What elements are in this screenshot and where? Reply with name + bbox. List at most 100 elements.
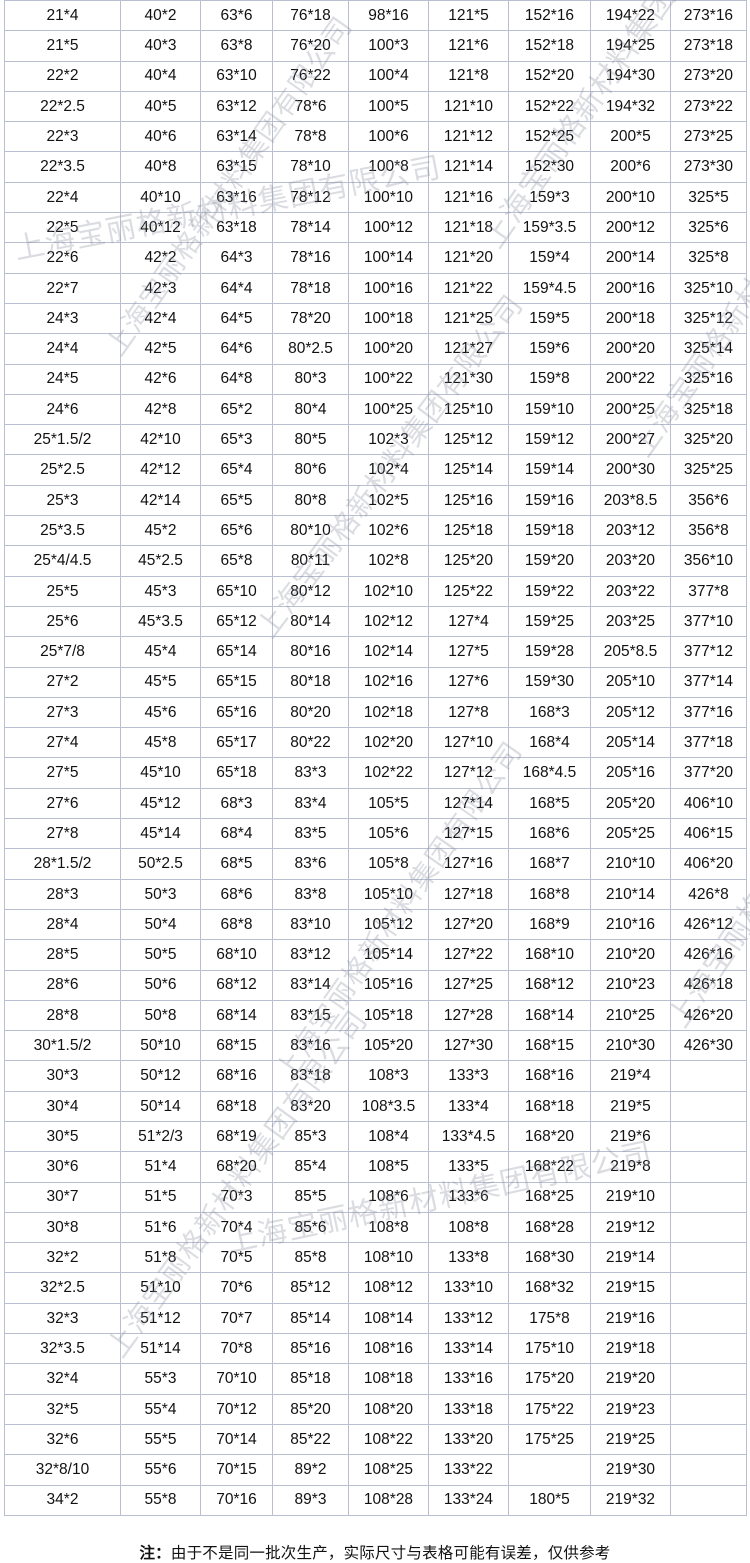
table-cell: 200*20 (590, 333, 671, 365)
table-cell: 133*10 (428, 1272, 509, 1304)
table-cell: 219*30 (590, 1454, 671, 1486)
table-cell: 121*22 (428, 272, 509, 304)
table-row: 27*2 45*5 65*15 80*18 102*16 127*6 159*30 205*1… (4, 666, 747, 698)
table-row: 30*1.5/2 50*10 68*15 83*16 105*20 127*30 168*1… (4, 1030, 747, 1062)
table-cell: 219*23 (590, 1393, 671, 1425)
table-cell: 377*14 (670, 666, 747, 698)
table-cell: 45*10 (120, 757, 201, 789)
table-cell: 108*3.5 (348, 1090, 429, 1122)
table-cell: 108*25 (348, 1454, 429, 1486)
table-cell: 406*10 (670, 787, 747, 820)
table-cell: 219*16 (590, 1302, 671, 1335)
table-cell: 102*6 (348, 515, 429, 547)
table-cell: 70*5 (200, 1242, 273, 1274)
table-cell: 42*8 (120, 393, 201, 426)
table-cell: 127*22 (428, 939, 509, 971)
table-cell: 102*18 (348, 696, 429, 729)
table-cell: 25*5 (4, 575, 121, 607)
table-cell: 133*8 (428, 1242, 509, 1274)
table-cell: 127*8 (428, 696, 509, 729)
table-cell: 30*1.5/2 (4, 1030, 121, 1062)
table-cell: 127*15 (428, 818, 509, 850)
table-cell: 63*8 (200, 30, 273, 62)
table-cell: 121*5 (428, 0, 509, 32)
table-body: 21*4 40*2 63*6 76*18 98*16 121*5 152*16 194*22 2… (4, 0, 747, 1516)
table-cell: 426*12 (670, 908, 747, 941)
table-cell: 70*15 (200, 1454, 273, 1486)
table-cell: 80*3 (272, 363, 349, 395)
table-cell: 105*8 (348, 848, 429, 880)
table-cell: 27*3 (4, 696, 121, 729)
table-cell: 63*18 (200, 212, 273, 244)
table-cell: 127*18 (428, 878, 509, 910)
table-cell: 70*4 (200, 1211, 273, 1244)
table-cell: 168*9 (508, 908, 591, 941)
table-cell: 108*5 (348, 1151, 429, 1183)
table-cell: 205*14 (590, 727, 671, 759)
table-cell: 85*3 (272, 1120, 349, 1153)
table-row: 22*3.5 40*8 63*15 78*10 100*8 121*14 152*30 200… (4, 151, 747, 183)
table-cell: 168*28 (508, 1211, 591, 1244)
table-cell: 194*25 (590, 30, 671, 62)
table-cell: 70*6 (200, 1272, 273, 1304)
table-cell: 50*14 (120, 1090, 201, 1122)
table-cell: 30*4 (4, 1090, 121, 1122)
table-cell: 45*2 (120, 515, 201, 547)
table-cell: 219*18 (590, 1333, 671, 1365)
table-row: 30*3 50*12 68*16 83*18 108*3 133*3 168*16 219*4 (4, 1060, 747, 1092)
table-cell: 100*4 (348, 60, 429, 92)
table-cell: 219*25 (590, 1423, 671, 1456)
table-cell: 27*8 (4, 818, 121, 850)
table-cell: 127*4 (428, 605, 509, 638)
table-row: 22*2 40*4 63*10 76*22 100*4 121*8 152*20 194*30… (4, 60, 747, 92)
table-cell: 55*4 (120, 1393, 201, 1425)
table-cell: 100*18 (348, 302, 429, 335)
table-row: 25*4/4.5 45*2.5 65*8 80*11 102*8 125*20 159*20… (4, 545, 747, 577)
table-row: 25*3.5 45*2 65*6 80*10 102*6 125*18 159*18 203*… (4, 515, 747, 547)
table-cell: 50*2.5 (120, 848, 201, 880)
table-cell: 102*3 (348, 424, 429, 456)
table-cell: 133*3 (428, 1060, 509, 1092)
table-cell: 68*12 (200, 969, 273, 1001)
table-cell: 65*17 (200, 727, 273, 759)
table-cell: 100*22 (348, 363, 429, 395)
table-cell: 65*6 (200, 515, 273, 547)
table-cell: 70*8 (200, 1333, 273, 1365)
table-cell: 325*5 (670, 181, 747, 214)
table-cell: 426*30 (670, 1030, 747, 1062)
table-cell: 125*22 (428, 575, 509, 607)
table-cell: 200*27 (590, 424, 671, 456)
table-cell: 32*2 (4, 1242, 121, 1274)
table-cell: 68*3 (200, 787, 273, 820)
table-cell: 356*8 (670, 515, 747, 547)
table-cell: 100*12 (348, 212, 429, 244)
table-cell: 45*8 (120, 727, 201, 759)
table-cell: 159*28 (508, 636, 591, 668)
table-cell: 27*4 (4, 727, 121, 759)
table-cell: 63*15 (200, 151, 273, 183)
table-row: 22*7 42*3 64*4 78*18 100*16 121*22 159*4.5 200*… (4, 272, 747, 304)
table-cell: 30*3 (4, 1060, 121, 1092)
table-cell: 273*25 (670, 121, 747, 153)
table-cell: 42*10 (120, 424, 201, 456)
table-cell: 205*8.5 (590, 636, 671, 668)
table-cell: 200*5 (590, 121, 671, 153)
table-cell: 85*8 (272, 1242, 349, 1274)
table-cell: 51*14 (120, 1333, 201, 1365)
table-cell: 78*12 (272, 181, 349, 214)
table-cell: 28*3 (4, 878, 121, 910)
table-cell: 108*18 (348, 1363, 429, 1395)
table-cell: 180*5 (508, 1484, 591, 1516)
table-cell: 80*22 (272, 727, 349, 759)
table-cell-empty (670, 1423, 747, 1456)
table-row: 28*3 50*3 68*6 83*8 105*10 127*18 168*8 210*14 4… (4, 878, 747, 910)
table-cell: 50*10 (120, 1030, 201, 1062)
pipe-size-table: 21*4 40*2 63*6 76*18 98*16 121*5 152*16 194*22 2… (4, 0, 747, 1516)
table-cell: 40*8 (120, 151, 201, 183)
table-cell: 51*4 (120, 1151, 201, 1183)
table-cell-empty (670, 1151, 747, 1183)
table-cell: 45*4 (120, 636, 201, 668)
table-row: 25*5 45*3 65*10 80*12 102*10 125*22 159*22 203*… (4, 575, 747, 607)
table-cell: 64*3 (200, 242, 273, 274)
table-cell-empty (670, 1120, 747, 1153)
